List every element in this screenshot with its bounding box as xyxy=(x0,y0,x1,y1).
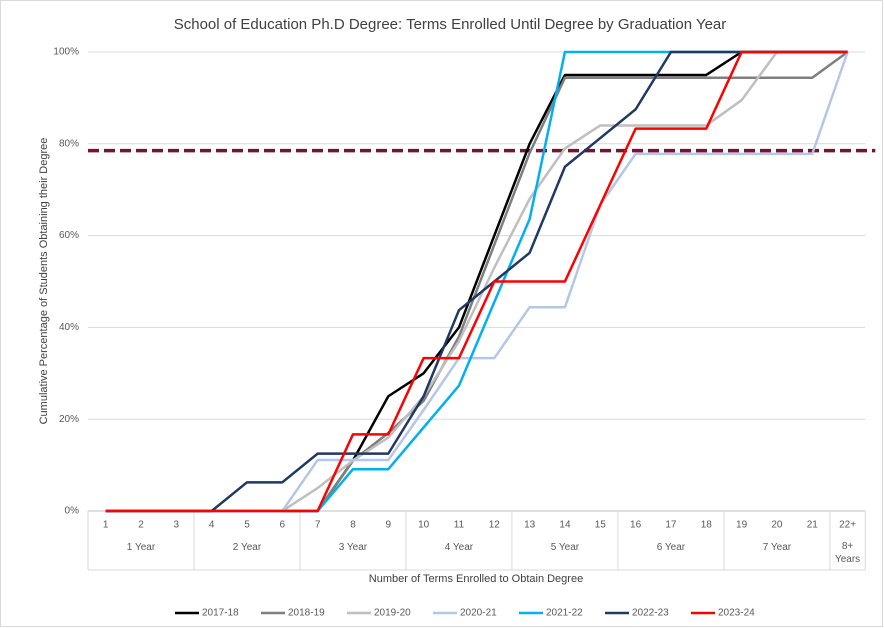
x-tick-label: 12 xyxy=(489,520,501,531)
chart-title: School of Education Ph.D Degree: Terms E… xyxy=(174,16,727,33)
group-label-box: 2 Year xyxy=(232,542,262,553)
y-axis-title: Cumulative Percentage of Students Obtain… xyxy=(38,138,50,425)
x-tick-label: 5 xyxy=(244,520,250,531)
group-label: 3 Year xyxy=(338,542,368,553)
x-tick-label: 10 xyxy=(418,520,430,531)
x-tick-label: 13 xyxy=(524,520,536,531)
x-tick-label: 20 xyxy=(771,520,783,531)
group-label-box: 1 Year xyxy=(126,542,156,553)
group-label: 7 Year xyxy=(762,542,792,553)
group-label: 5 Year xyxy=(550,542,580,553)
x-tick-label: 2 xyxy=(138,520,144,531)
x-axis-title: Number of Terms Enrolled to Obtain Degre… xyxy=(369,573,583,585)
y-tick-label: 100% xyxy=(53,47,79,58)
legend-label: 2021-22 xyxy=(546,608,583,619)
group-label: 1 Year xyxy=(126,542,156,553)
x-tick-label: 15 xyxy=(595,520,607,531)
x-tick-label: 19 xyxy=(736,520,748,531)
x-tick-label: 21 xyxy=(807,520,819,531)
x-tick-label: 17 xyxy=(665,520,677,531)
group-label: 8+ Years xyxy=(834,541,861,565)
legend-label: 2017-18 xyxy=(202,608,239,619)
x-tick-label: 4 xyxy=(209,520,215,531)
series-line xyxy=(105,50,848,513)
y-tick-label: 40% xyxy=(59,322,79,333)
x-tick-label: 6 xyxy=(280,520,286,531)
legend-label: 2023-24 xyxy=(718,608,755,619)
x-tick-label: 3 xyxy=(174,520,180,531)
x-tick-label: 14 xyxy=(559,520,571,531)
group-label-box: 5 Year xyxy=(550,542,580,553)
legend-label: 2022-23 xyxy=(632,608,669,619)
x-tick-label: 16 xyxy=(630,520,642,531)
y-tick-label: 80% xyxy=(59,138,79,149)
x-tick-label: 9 xyxy=(386,520,392,531)
legend-label: 2020-21 xyxy=(460,608,497,619)
legend-label: 2018-19 xyxy=(288,608,325,619)
group-label-box: 7 Year xyxy=(762,542,792,553)
group-label-box: 8+ Years xyxy=(834,541,861,565)
group-label: 6 Year xyxy=(656,542,686,553)
x-tick-label: 7 xyxy=(315,520,321,531)
x-tick-label: 8 xyxy=(350,520,356,531)
legend-label: 2019-20 xyxy=(374,608,411,619)
group-label-box: 4 Year xyxy=(444,542,474,553)
x-tick-label: 18 xyxy=(701,520,713,531)
x-tick-label: 1 xyxy=(103,520,109,531)
x-tick-label: 22+ xyxy=(839,520,856,531)
x-tick-label: 11 xyxy=(454,520,465,531)
group-label: 4 Year xyxy=(444,542,474,553)
group-label-box: 3 Year xyxy=(338,542,368,553)
series-line xyxy=(105,50,848,513)
y-tick-label: 60% xyxy=(59,230,79,241)
group-label: 2 Year xyxy=(232,542,262,553)
group-label-box: 6 Year xyxy=(656,542,686,553)
y-tick-label: 0% xyxy=(65,506,80,517)
y-tick-label: 20% xyxy=(59,414,79,425)
